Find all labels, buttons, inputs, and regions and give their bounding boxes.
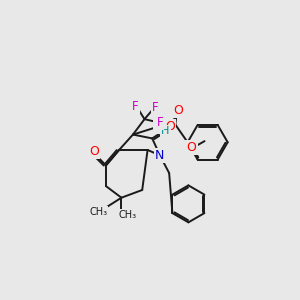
Text: F: F [157,116,163,129]
Text: N: N [154,120,164,133]
Text: F: F [152,101,159,114]
Text: O: O [89,145,99,158]
Text: O: O [187,141,196,154]
Text: CH₃: CH₃ [89,207,107,217]
Text: CH₃: CH₃ [118,210,136,220]
Text: O: O [165,120,175,134]
Text: H: H [161,126,170,136]
Text: N: N [155,149,165,162]
Text: F: F [132,100,139,112]
Text: O: O [173,104,183,117]
